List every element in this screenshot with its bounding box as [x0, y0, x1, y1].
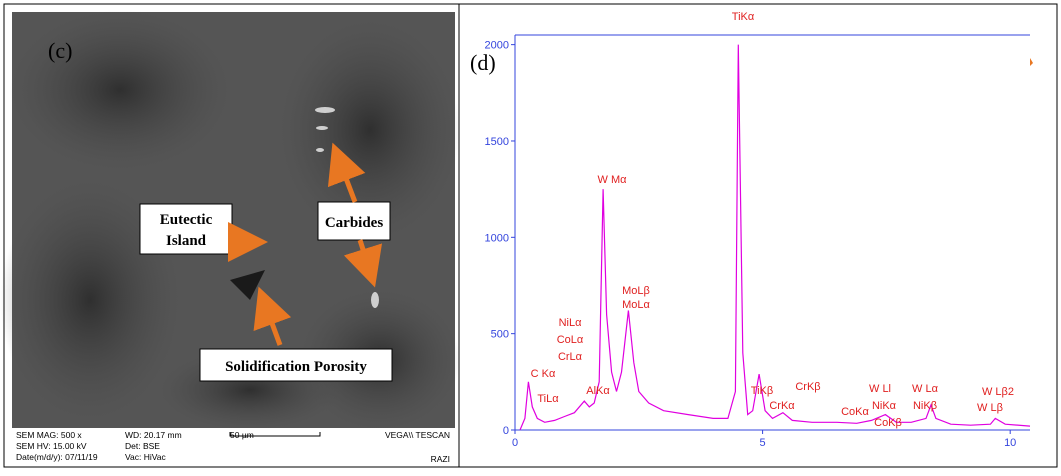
info-text: Vac: HiVac: [125, 452, 167, 462]
info-text: SEM MAG: 500 x: [16, 430, 82, 440]
y-tick-label: 0: [503, 425, 509, 437]
annotation: Island: [166, 233, 207, 249]
peak-label: W Lα: [912, 383, 939, 395]
info-text: WD: 20.17 mm: [125, 430, 182, 440]
spectrum-line: [519, 44, 1031, 431]
peak-label: C Kα: [531, 368, 556, 380]
annotation: Eutectic: [160, 212, 213, 228]
y-tick-label: 1000: [485, 232, 509, 244]
sem-region: [10, 10, 230, 170]
peak-label: TiLα: [537, 393, 559, 405]
peak-label: NiLα: [559, 317, 583, 329]
info-text: Det: BSE: [125, 441, 160, 451]
peak-label: CoKβ: [874, 417, 902, 429]
info-text: VEGA\\ TESCAN: [385, 430, 450, 440]
y-tick-label: 2000: [485, 40, 509, 52]
peak-label: CrKβ: [795, 381, 820, 393]
info-text: 50 µm: [230, 430, 254, 440]
peak-label: W Lβ: [977, 402, 1003, 414]
peak-label: TiKα: [732, 11, 755, 23]
x-tick-label: 0: [512, 437, 518, 449]
arrows: [228, 142, 383, 346]
y-tick-label: 500: [491, 329, 509, 341]
peak-label: CoKα: [841, 406, 869, 418]
peak-label: W Mα: [598, 174, 628, 186]
peak-label: TiKβ: [751, 385, 773, 397]
peak-label: MoLβ: [622, 285, 650, 297]
sem-image: [0, 10, 460, 466]
annotation: Carbides: [325, 215, 384, 231]
info-text: RAZI: [431, 454, 450, 464]
panel-label: (c): [48, 38, 72, 63]
table-border: [3, 3, 1058, 468]
peak-label: W Lβ2: [982, 386, 1014, 398]
peak-label: MoLα: [622, 299, 650, 311]
peak-label: AlKα: [586, 385, 610, 397]
x-tick-label: 5: [760, 437, 766, 449]
label-box: [199, 348, 393, 382]
peak-label: NiKβ: [913, 400, 937, 412]
y-tick-label: 1500: [485, 136, 509, 148]
panel-label: (d): [470, 50, 496, 75]
peak-label: NiKα: [872, 400, 897, 412]
sem-region: [280, 20, 460, 240]
sem-region: [0, 180, 180, 420]
porosity: [230, 270, 265, 300]
x-tick-label: 10: [1004, 437, 1016, 449]
peak-label: W Ll: [869, 383, 891, 395]
info-text: SEM HV: 15.00 kV: [16, 441, 87, 451]
peak-label: CoLα: [557, 334, 584, 346]
annotation: Solidification Porosity: [225, 359, 367, 375]
spectrum-frame: [514, 34, 1033, 431]
label-box: [317, 201, 391, 241]
scale-bar: [229, 432, 321, 437]
marker: [1030, 58, 1033, 66]
info-bar: [12, 428, 455, 466]
carbides: [315, 107, 379, 308]
info-text: Date(m/d/y): 07/11/19: [16, 452, 98, 462]
peak-label: CrKα: [769, 400, 795, 412]
peak-label: CrLα: [558, 351, 583, 363]
